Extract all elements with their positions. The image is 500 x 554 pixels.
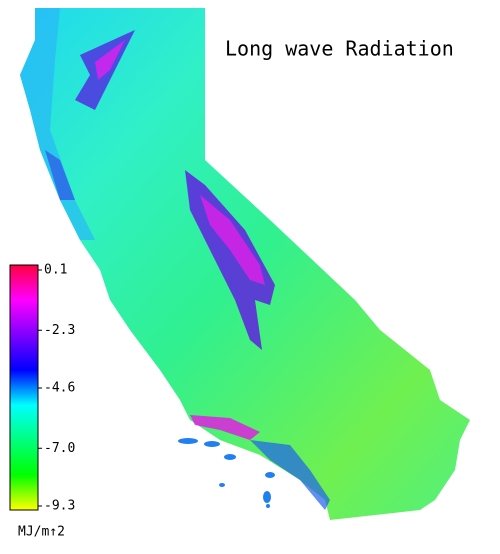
colorbar-tick-label: -7.0 [44, 441, 75, 456]
colorbar: MJ/m↑2 0.1 -2.3 -4.6 -7.0 -9.3 [9, 263, 75, 540]
map-title: Long wave Radiation [225, 37, 454, 61]
north-coast-low [45, 150, 75, 200]
california [20, 8, 470, 520]
transverse-high [190, 415, 260, 440]
shasta-peak [95, 40, 125, 80]
island [265, 472, 275, 478]
island [219, 483, 225, 487]
colorbar-tick-label: -4.6 [44, 381, 75, 396]
colorbar-ramp [9, 264, 39, 511]
coast-band [20, 8, 95, 240]
colorbar-unit: MJ/m↑2 [18, 525, 65, 540]
island [263, 491, 271, 503]
sierra-peak [200, 195, 265, 285]
island [266, 504, 270, 508]
colorbar-tick-label: 0.1 [44, 263, 67, 278]
island [204, 441, 220, 447]
island [178, 438, 198, 444]
island [224, 454, 236, 460]
colorbar-tick-label: -9.3 [44, 499, 75, 514]
colorbar-tick-label: -2.3 [44, 323, 75, 338]
south-coast [250, 440, 330, 510]
